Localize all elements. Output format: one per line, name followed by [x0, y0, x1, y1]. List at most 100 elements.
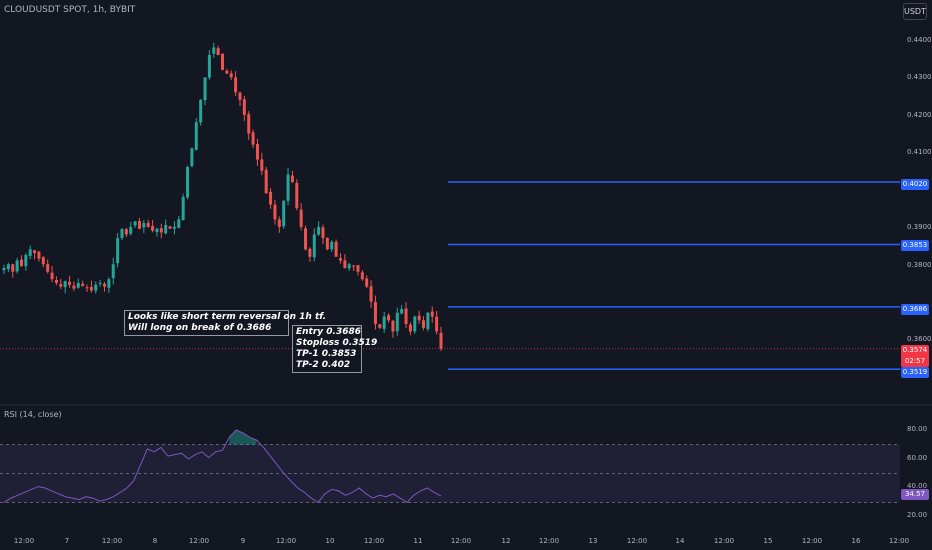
stoploss-price-label[interactable]: 0.3519 — [901, 367, 929, 378]
candle-body — [312, 234, 316, 258]
candle-body — [430, 311, 434, 317]
candle-body — [168, 226, 172, 229]
rsi-tick: 40.00 — [907, 482, 928, 490]
time-tick: 12:00 — [713, 537, 735, 545]
candle-body — [221, 53, 224, 70]
candle-body — [373, 301, 377, 325]
candle-body — [124, 229, 128, 235]
candle-body — [181, 196, 185, 221]
candle-body — [304, 228, 308, 250]
candle-body — [41, 257, 45, 265]
candle-body — [365, 278, 369, 287]
candle-body — [85, 287, 89, 289]
rsi-line — [3, 429, 442, 504]
candle-body — [63, 281, 67, 288]
candle-body — [255, 144, 259, 160]
tp2-price-label[interactable]: 0.4020 — [901, 179, 929, 190]
candle-body — [199, 99, 203, 123]
time-tick: 12:00 — [888, 537, 910, 545]
price-tick: 0.3900 — [907, 223, 932, 231]
time-tick: 8 — [152, 537, 158, 545]
candle-body — [72, 285, 76, 289]
candle-body — [273, 204, 277, 220]
candle-body — [194, 122, 198, 150]
candle-body — [378, 324, 382, 328]
candle-body — [264, 169, 268, 194]
candle-body — [120, 228, 124, 238]
time-tick: 12:00 — [450, 537, 472, 545]
candle-body — [435, 316, 439, 332]
rsi-tick: 20.00 — [907, 511, 928, 519]
candle-body — [59, 283, 63, 287]
candle-body — [94, 284, 98, 291]
time-tick: 12:00 — [13, 537, 35, 545]
tp1-price-label[interactable]: 0.3853 — [901, 240, 929, 251]
candle-body — [2, 267, 6, 271]
candle-body — [177, 219, 181, 228]
candle-body — [400, 309, 404, 314]
candle-body — [133, 221, 137, 226]
candle-body — [282, 200, 286, 227]
candle-body — [6, 264, 10, 270]
candle-body — [238, 92, 242, 100]
rsi-tick: 80.00 — [907, 425, 928, 433]
candle-body — [439, 332, 443, 349]
time-tick: 10 — [325, 537, 335, 545]
candle-countdown-label: 02:57 — [901, 356, 929, 367]
candle-body — [212, 47, 216, 54]
candle-body — [190, 148, 194, 167]
candle-body — [286, 174, 290, 201]
rsi-value-label: 34.57 — [901, 489, 929, 500]
candle-body — [408, 324, 412, 332]
candle-body — [334, 241, 338, 257]
candle-body — [172, 226, 176, 229]
candle-body — [46, 264, 50, 272]
time-tick: 12:00 — [626, 537, 648, 545]
candle-body — [81, 283, 85, 286]
currency-button[interactable]: USDT — [903, 3, 927, 20]
time-tick: 12:00 — [275, 537, 297, 545]
candle-body — [11, 264, 15, 272]
time-tick: 13 — [588, 537, 598, 545]
candle-body — [142, 223, 146, 228]
time-tick: 12:00 — [538, 537, 560, 545]
candle-body — [216, 48, 220, 55]
time-tick: 9 — [240, 537, 246, 545]
candle-body — [290, 175, 294, 183]
candle-body — [15, 260, 19, 272]
candle-body — [360, 272, 364, 280]
candle-body — [277, 219, 281, 227]
candle-body — [308, 248, 312, 257]
candle-body — [98, 282, 102, 284]
candle-body — [317, 226, 321, 235]
candle-body — [325, 237, 329, 250]
candle-body — [37, 251, 41, 259]
candle-body — [164, 225, 168, 234]
candle-body — [387, 315, 391, 321]
candle-body — [54, 279, 58, 283]
time-tick: 12:00 — [188, 537, 210, 545]
candle-body — [229, 73, 233, 78]
candle-body — [19, 259, 23, 267]
candle-body — [422, 320, 426, 328]
candle-body — [155, 228, 159, 233]
candle-body — [413, 316, 417, 332]
price-tick: 0.4300 — [907, 73, 932, 81]
entry-price-label[interactable]: 0.3686 — [901, 304, 929, 315]
candle-body — [299, 209, 303, 227]
candle-body — [129, 226, 133, 234]
time-tick: 12:00 — [801, 537, 823, 545]
time-tick: 15 — [763, 537, 773, 545]
time-tick: 14 — [675, 537, 685, 545]
trade-plan-annotation[interactable]: Entry 0.3686 Stoploss 0.3519 TP-1 0.3853… — [292, 325, 377, 373]
candle-body — [391, 320, 395, 332]
candle-body — [352, 265, 356, 267]
candle-body — [426, 312, 430, 330]
price-tick: 0.4200 — [907, 111, 932, 119]
rsi-overbought-fill — [229, 430, 257, 445]
rsi-indicator-title[interactable]: RSI (14, close) — [4, 410, 62, 419]
candle-body — [186, 167, 190, 198]
reversal-note-annotation[interactable]: Looks like short term reversal on 1h tf.… — [124, 310, 326, 336]
